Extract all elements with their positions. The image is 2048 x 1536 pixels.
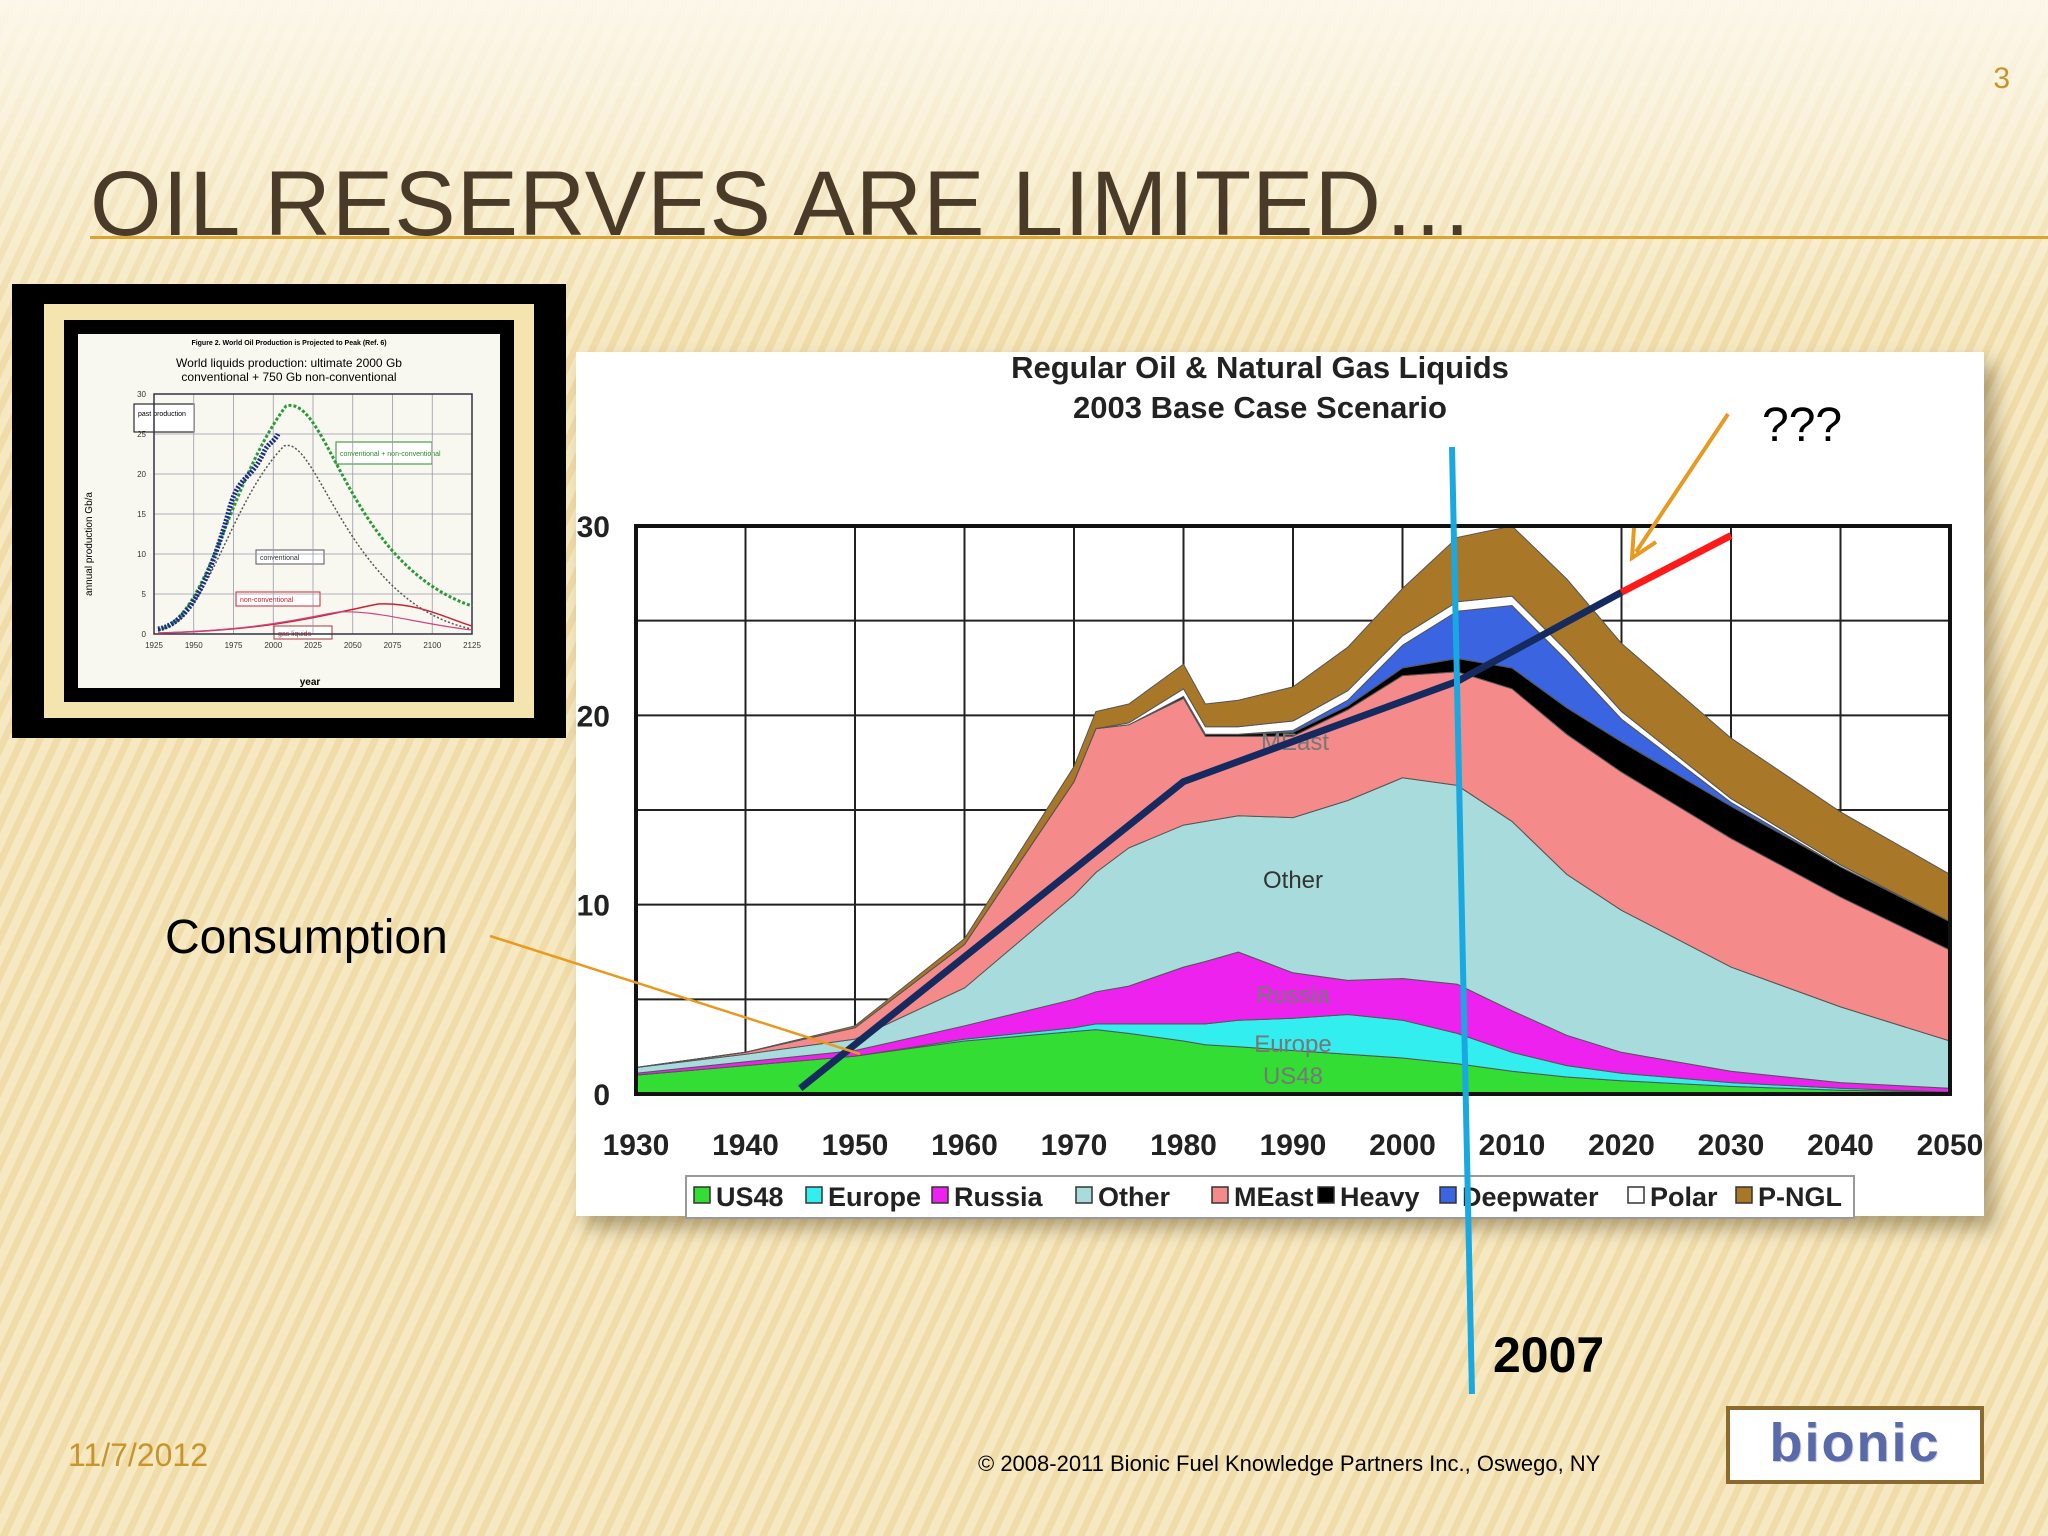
legend-swatch-meast [1211,1186,1229,1204]
plot-frame [634,524,1952,1096]
bionic-logo: bionic [1726,1406,1984,1484]
x-tick-label: 1960 [931,1129,998,1162]
consumption-line [798,589,1624,1092]
x-tick-label: 2050 [1917,1129,1984,1162]
thumbnail-chart: Figure 2. World Oil Production is Projec… [78,334,500,688]
thumb-y-tick: 20 [137,470,146,479]
thumb-x-tick: 2075 [384,641,402,650]
area-label-other: Other [1263,867,1323,894]
legend-swatch-heavy [1317,1186,1335,1204]
legend-swatch-polar [1627,1186,1645,1204]
question-label: ??? [1762,399,1843,452]
x-tick-label: 1980 [1150,1129,1217,1162]
legend-swatch-russia [931,1186,949,1204]
legend-label-heavy: Heavy [1340,1182,1420,1212]
thumbnail-nonconv-box [235,591,321,607]
question-arrow-head [1629,527,1658,562]
slide-number: 3 [1993,62,2010,95]
thumb-x-tick: 2100 [423,641,441,650]
background-fade [0,0,2048,330]
area-label-russia: Russia [1256,982,1330,1009]
thumbnail-caption: Figure 2. World Oil Production is Projec… [191,340,386,347]
logo-text: bionic [1769,1413,1941,1473]
thumb-x-tick: 1950 [185,641,203,650]
copyright-text: © 2008-2011 Bionic Fuel Knowledge Partne… [978,1451,1601,1476]
title-underline [90,236,2048,239]
legend-label-deepwater: Deepwater [1462,1182,1599,1212]
x-tick-label: 2040 [1807,1129,1874,1162]
y-tick-label: 20 [577,700,610,733]
thumb-y-tick: 10 [137,550,146,559]
thumbnail-gas-box [273,625,333,640]
chart-title-block: Regular Oil & Natural Gas Liquids 2003 B… [880,348,1640,428]
legend-swatch-other [1075,1186,1093,1204]
chart-subtitle: 2003 Base Case Scenario [1073,390,1447,425]
legend-swatch-deepwater [1439,1186,1457,1204]
thumbnail-title-line2: conventional + 750 Gb non-conventional [181,370,396,384]
legend-label-russia: Russia [954,1182,1044,1212]
thumbnail-legend-past-label: past production [138,411,186,418]
x-tick-label: 1930 [603,1129,670,1162]
x-tick-label: 1950 [822,1129,889,1162]
thumb-x-tick: 2025 [304,641,322,650]
legend-label-europe: Europe [828,1182,921,1212]
thumbnail-legend-total-label: conventional + non-conventional [340,451,441,458]
thumb-y-tick: 15 [137,510,146,519]
thumb-x-tick: 2125 [463,641,481,650]
thumb-y-tick: 5 [142,590,147,599]
consumption-leader [489,934,861,1056]
area-label-us48: US48 [1263,1063,1323,1090]
legend-label-polar: Polar [1650,1182,1718,1212]
thumb-y-tick: 25 [137,430,146,439]
y-tick-label: 0 [593,1079,610,1112]
thumb-frame [153,393,473,635]
thumbnail-mat: Figure 2. World Oil Production is Projec… [44,304,534,718]
thumb-x-tick: 2050 [344,641,362,650]
thumb-gas-curve [157,611,473,634]
thumb-y-tick: 30 [137,390,146,399]
legend-box [685,1175,1855,1219]
legend-swatch-p-ngl [1735,1186,1753,1204]
legend-label-other: Other [1098,1182,1171,1212]
thumb-past-curve [157,432,281,632]
legend-label-meast: MEast [1234,1182,1314,1212]
thumbnail-frame: Figure 2. World Oil Production is Projec… [12,284,566,738]
thumb-x-tick: 1925 [145,641,163,650]
x-tick-label: 1990 [1260,1129,1327,1162]
legend-label-us48: US48 [716,1182,784,1212]
legend-swatch-us48 [693,1186,711,1204]
thumb-x-tick: 2000 [264,641,282,650]
thumbnail-title-line1: World liquids production: ultimate 2000 … [176,356,402,370]
thumbnail-legend-past [133,403,195,433]
thumbnail-conv-label: conventional [260,555,300,562]
x-tick-label: 2010 [1479,1129,1546,1162]
legend-label-p-ngl: P-NGL [1758,1182,1842,1212]
y-tick-label: 10 [577,890,610,923]
chart-title: Regular Oil & Natural Gas Liquids [1011,350,1509,385]
x-tick-label: 2030 [1698,1129,1765,1162]
y-tick-label: 30 [577,511,610,544]
consumption-label: Consumption [165,911,448,964]
thumb-total-curve [157,404,473,632]
area-label-europe: Europe [1254,1031,1331,1058]
question-arrow-shaft [1634,412,1730,554]
thumb-y-tick: 0 [142,630,147,639]
legend-swatch-europe [805,1186,823,1204]
thumbnail-xlabel: year [300,677,321,688]
thumbnail-nonconv-label: non-conventional [240,597,294,604]
year-2007-label: 2007 [1493,1327,1605,1383]
projection-line [1619,532,1733,596]
thumbnail-svg: Figure 2. World Oil Production is Projec… [84,340,481,688]
year-2007-line [1449,446,1475,1395]
slide-date: 11/7/2012 [68,1437,208,1473]
x-tick-label: 2000 [1369,1129,1436,1162]
x-tick-label: 1940 [712,1129,779,1162]
thumbnail-border: Figure 2. World Oil Production is Projec… [64,320,514,702]
thumbnail-ylabel: annual production Gb/a [84,492,95,596]
thumb-x-tick: 1975 [225,641,243,650]
x-tick-label: 1970 [1041,1129,1108,1162]
x-tick-label: 2020 [1588,1129,1655,1162]
